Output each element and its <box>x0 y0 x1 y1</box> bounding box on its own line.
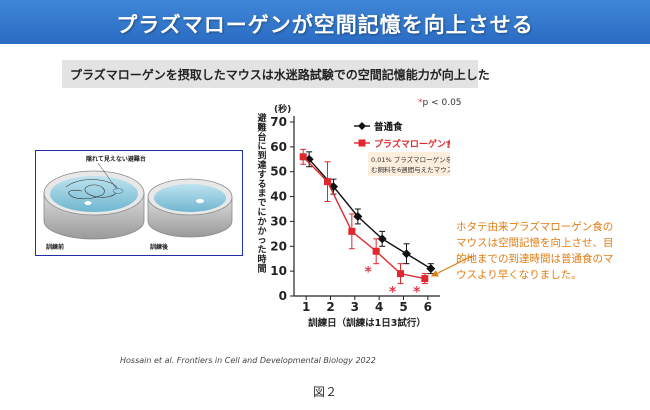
data-point <box>304 154 314 164</box>
chart-axes: 0 10 20 30 40 50 60 70 1 2 3 4 5 6 <box>270 115 440 314</box>
data-point <box>402 249 411 259</box>
y-axis-label-char: ま <box>257 188 266 199</box>
y-tick-label: 70 <box>270 115 287 129</box>
water-maze-illustration: 隠れて見えない避難台 訓練前 訓練後 <box>35 150 243 256</box>
x-tick-label: 2 <box>326 300 334 314</box>
x-tick-label: 5 <box>399 300 407 314</box>
y-axis-label-char: 到 <box>257 150 266 162</box>
y-axis-label-char: る <box>257 179 266 190</box>
y-tick-label: 50 <box>270 165 287 179</box>
data-point <box>397 270 404 278</box>
significance-star: * <box>418 98 423 108</box>
y-tick-label: 60 <box>270 140 287 154</box>
pool-before <box>43 170 145 240</box>
legend-note-line: 0.01% プラズマローゲンを含 <box>371 155 450 164</box>
page-title: プラズマローゲンが空間記憶を向上させる <box>116 13 534 37</box>
citation: Hossain et al. Frontiers in Cell and Dev… <box>120 356 376 365</box>
data-point <box>421 275 429 283</box>
y-axis-unit: (秒) <box>274 103 291 115</box>
data-point <box>377 234 387 244</box>
annotation-note: ホタテ由来プラズマローゲン食のマウスは空間記憶を向上させ、目的地までの到達時間は… <box>456 221 614 281</box>
y-tick-label: 10 <box>270 264 287 278</box>
series-line <box>302 156 425 280</box>
legend-note-line: む飼料を6週間与えたマウス <box>371 165 450 174</box>
y-axis-label-char: た <box>257 245 266 256</box>
y-axis-label-char: か <box>257 226 266 237</box>
y-tick-label: 20 <box>270 239 287 253</box>
x-tick-label: 1 <box>302 300 310 314</box>
y-axis-label-char: 時 <box>257 253 266 265</box>
hidden-platform <box>112 188 124 194</box>
y-axis-label-char: っ <box>257 236 266 246</box>
y-tick-label: 40 <box>270 190 287 204</box>
y-axis-label-char: に <box>257 207 266 218</box>
title-banner: プラズマローゲンが空間記憶を向上させる <box>0 0 650 44</box>
figure-label: 図２ <box>312 385 337 399</box>
significance-star: * <box>413 285 421 301</box>
y-axis-label-char: 難 <box>257 121 266 133</box>
data-point <box>372 247 380 255</box>
legend-note-box <box>368 152 450 176</box>
mouse-icon <box>196 198 204 204</box>
illustration-label-before: 訓練前 <box>46 243 64 251</box>
y-axis-label-char: に <box>257 141 266 152</box>
y-axis-label-char: 台 <box>257 131 266 143</box>
legend-marker <box>358 139 366 147</box>
data-point <box>348 227 356 235</box>
significance-note: *p < 0.05 <box>418 98 462 108</box>
data-point <box>324 178 331 186</box>
data-point <box>353 211 363 221</box>
mouse-icon <box>84 201 92 205</box>
legend-label: プラズマローゲン食 <box>374 138 450 150</box>
y-axis-label-char: 達 <box>257 159 266 171</box>
y-tick-label: 30 <box>270 214 287 228</box>
significance-text: p < 0.05 <box>422 98 462 108</box>
significance-star: * <box>389 285 397 301</box>
platform-pointer <box>97 162 117 189</box>
y-axis-label-char: 間 <box>257 263 266 274</box>
y-axis-label-char: す <box>257 169 266 180</box>
data-point <box>299 153 307 161</box>
significance-star: * <box>365 265 373 281</box>
y-axis-label-char: か <box>257 216 266 227</box>
legend-label: 普通食 <box>374 121 403 133</box>
pool-after <box>147 178 233 238</box>
x-axis-label: 訓練日（訓練は1日3試行） <box>308 317 426 329</box>
chart-series: * * * <box>299 148 436 301</box>
series-plasmalogen-diet <box>299 148 429 285</box>
y-tick-label: 0 <box>279 289 287 303</box>
x-tick-label: 4 <box>375 300 383 314</box>
y-axis-label-char: 避 <box>257 112 267 124</box>
legend-marker <box>358 122 366 130</box>
subtitle-bar: プラズマローゲンを摂取したマウスは水迷路試験での空間記憶能力が向上した <box>62 60 490 88</box>
x-tick-label: 6 <box>424 300 432 314</box>
annotation-arrow <box>430 255 473 277</box>
water-maze-drawing: 隠れて見えない避難台 訓練前 訓練後 <box>43 155 233 251</box>
x-tick-label: 3 <box>351 300 359 314</box>
illustration-label-platform: 隠れて見えない避難台 <box>86 155 146 163</box>
subtitle: プラズマローゲンを摂取したマウスは水迷路試験での空間記憶能力が向上した <box>70 68 490 82</box>
illustration-label-after: 訓練後 <box>150 243 169 251</box>
y-axis-label-char: で <box>257 198 266 209</box>
